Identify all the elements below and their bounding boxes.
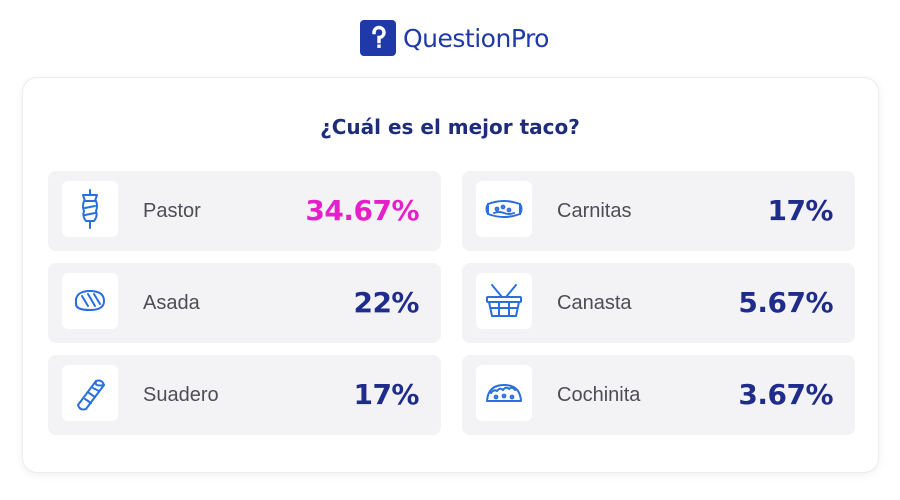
item-label: Suadero (143, 384, 219, 406)
result-item-canasta: Canasta 5.67% (462, 263, 855, 343)
carnitas-icon (476, 181, 532, 237)
question-title: ¿Cuál es el mejor taco? (320, 115, 580, 139)
result-item-suadero: Suadero 17% (48, 355, 441, 435)
steak-icon (62, 273, 118, 329)
trompo-icon (62, 181, 118, 237)
taco-icon (476, 365, 532, 421)
item-label: Canasta (557, 292, 632, 314)
questionpro-logo: QuestionPro (360, 20, 549, 56)
item-label: Carnitas (557, 200, 632, 222)
item-label: Pastor (143, 200, 201, 222)
item-value: 3.67% (738, 378, 833, 411)
item-label: Cochinita (557, 384, 641, 406)
result-item-cochinita: Cochinita 3.67% (462, 355, 855, 435)
burrito-icon (62, 365, 118, 421)
item-label: Asada (143, 292, 200, 314)
result-item-pastor: Pastor 34.67% (48, 171, 441, 251)
result-item-carnitas: Carnitas 17% (462, 171, 855, 251)
item-value: 22% (353, 286, 419, 319)
item-value: 17% (353, 378, 419, 411)
brand-name: QuestionPro (403, 23, 549, 53)
item-value: 34.67% (305, 194, 419, 227)
basket-icon (476, 273, 532, 329)
logo-mark-icon (360, 20, 396, 56)
item-value: 17% (767, 194, 833, 227)
item-value: 5.67% (738, 286, 833, 319)
result-item-asada: Asada 22% (48, 263, 441, 343)
